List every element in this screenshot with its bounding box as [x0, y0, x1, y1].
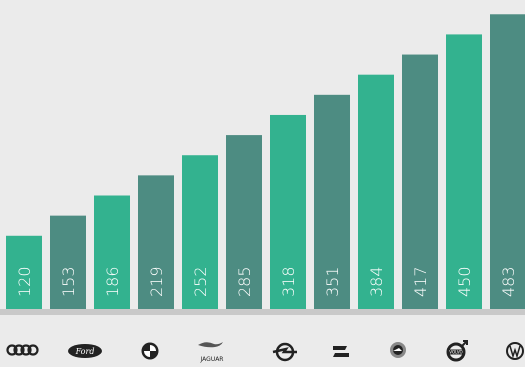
jaguar-logo-text: JAGUAR: [200, 356, 224, 363]
bar-value-label-8: 384: [367, 266, 386, 297]
bar-11: [490, 14, 525, 310]
bar-7: [314, 94, 350, 310]
skoda-logo-icon: [390, 342, 406, 358]
bar-4: [182, 155, 218, 309]
bar-10: [446, 34, 482, 309]
bar-value-label-2: 186: [103, 266, 122, 297]
bar-3: [138, 175, 174, 309]
opel-logo-icon: [272, 342, 297, 362]
volvo-logo-icon: VOLVO: [446, 340, 468, 362]
bar-value-label-10: 450: [455, 266, 474, 297]
bar-value-label-1: 153: [59, 266, 78, 297]
bar-6: [270, 114, 306, 309]
bar-value-label-4: 252: [191, 266, 210, 297]
audi-logo-icon: [6, 344, 39, 356]
ford-logo-text: Ford: [75, 347, 95, 356]
bar-8: [358, 74, 394, 309]
bars-group: 120 153 186 219 252 285 318 351 384 417 450 483: [6, 14, 525, 310]
bar-value-label-7: 351: [323, 266, 342, 297]
jaguar-logo-icon: JAGUAR: [198, 342, 223, 363]
bar-value-label-11: 483: [499, 266, 518, 297]
bmw-logo-icon: [141, 342, 159, 360]
ford-logo-icon: Ford: [68, 344, 102, 358]
bar-value-label-0: 120: [15, 266, 34, 297]
seat-logo-icon: [333, 346, 349, 357]
bar-value-label-3: 219: [147, 266, 166, 297]
bar-value-label-5: 285: [235, 266, 254, 297]
bar-0: [6, 235, 42, 309]
baseline: [0, 309, 525, 315]
bar-5: [226, 135, 262, 309]
vw-logo-icon: [506, 342, 524, 360]
bar-1: [50, 215, 86, 309]
volvo-logo-text: VOLVO: [449, 350, 462, 355]
bar-value-label-6: 318: [279, 266, 298, 297]
logo-row: Ford JAGUAR: [6, 340, 524, 363]
bar-value-label-9: 417: [411, 266, 430, 297]
bar-9: [402, 54, 438, 310]
bar-2: [94, 195, 130, 309]
